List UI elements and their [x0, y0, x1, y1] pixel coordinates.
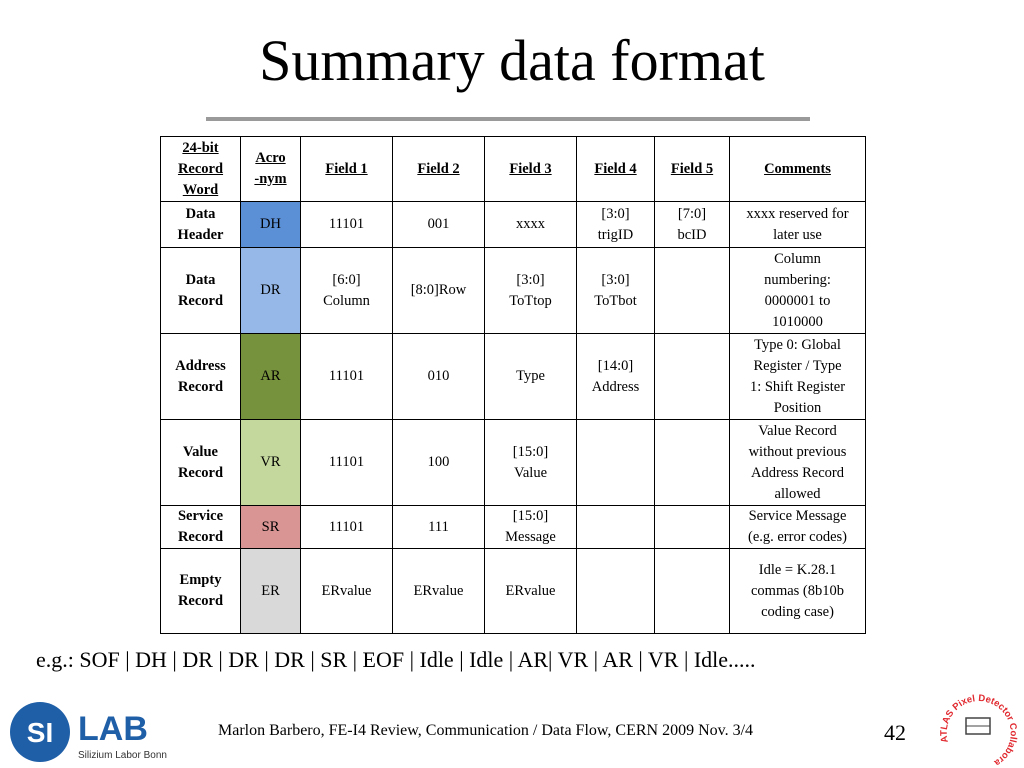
header-field-3: Field 3 — [484, 136, 577, 202]
data-format-table: 24-bit Record Word Acro -nym Field 1 Field … — [160, 136, 866, 634]
field-4-cell — [576, 548, 655, 634]
header-comments: Comments — [729, 136, 866, 202]
example-sequence: e.g.: SOF | DH | DR | DR | DR | SR | EOF… — [36, 647, 756, 672]
field-2-cell: 100 — [392, 419, 485, 506]
acronym-cell: DH — [240, 201, 301, 248]
field-2-cell: 010 — [392, 333, 485, 420]
slide-title: Summary data format — [259, 28, 765, 93]
field-5-cell — [654, 333, 730, 420]
record-name: Service Record — [160, 505, 241, 549]
record-name: Address Record — [160, 333, 241, 420]
field-3-cell: xxxx — [484, 201, 577, 248]
comments-cell: Service Message (e.g. error codes) — [729, 505, 866, 549]
field-1-cell: 11101 — [300, 201, 393, 248]
field-3-cell: Type — [484, 333, 577, 420]
field-2-cell: ERvalue — [392, 548, 485, 634]
footer-citation: Marlon Barbero, FE-I4 Review, Communicat… — [218, 722, 754, 739]
table-row: Data Header DH 11101 001 xxxx [3:0] trigID… — [160, 201, 866, 248]
record-name: Value Record — [160, 419, 241, 506]
comments-cell: Type 0: Global Register / Type 1: Shift Re… — [729, 333, 866, 420]
atlas-pixel-logo: ATLAS Pixel Detector Collaboration — [934, 684, 1019, 768]
field-5-cell — [654, 548, 730, 634]
field-4-cell — [576, 419, 655, 506]
field-4-cell: [3:0] ToTbot — [576, 247, 655, 334]
field-5-cell: [7:0] bcID — [654, 201, 730, 248]
acronym-cell: VR — [240, 419, 301, 506]
field-1-cell: ERvalue — [300, 548, 393, 634]
title-divider — [206, 117, 810, 121]
table-row: Empty Record ER ERvalue ERvalue ERvalue I… — [160, 548, 866, 634]
field-2-cell: 111 — [392, 505, 485, 549]
table-row: Data Record DR [6:0] Column [8:0]Row [3:0]… — [160, 247, 866, 334]
silab-logo-mark: SI — [27, 717, 53, 748]
silab-logo-word: LAB — [78, 710, 148, 748]
header-field-1: Field 1 — [300, 136, 393, 202]
table-header-row: 24-bit Record Word Acro -nym Field 1 Field … — [160, 136, 866, 202]
acronym-cell: SR — [240, 505, 301, 549]
field-5-cell — [654, 505, 730, 549]
record-name: Data Record — [160, 247, 241, 334]
field-1-cell: 11101 — [300, 419, 393, 506]
field-3-cell: [15:0] Value — [484, 419, 577, 506]
comments-cell: Column numbering: 0000001 to 1010000 — [729, 247, 866, 334]
field-3-cell: [15:0] Message — [484, 505, 577, 549]
field-1-cell: 11101 — [300, 505, 393, 549]
field-4-cell — [576, 505, 655, 549]
silab-logo-subtitle: Silizium Labor Bonn — [78, 750, 167, 761]
record-name: Data Header — [160, 201, 241, 248]
header-field-5: Field 5 — [654, 136, 730, 202]
field-4-cell: [3:0] trigID — [576, 201, 655, 248]
field-2-cell: [8:0]Row — [392, 247, 485, 334]
header-field-4: Field 4 — [576, 136, 655, 202]
field-2-cell: 001 — [392, 201, 485, 248]
silab-logo: SI LAB Silizium Labor Bonn — [10, 702, 167, 762]
acronym-cell: ER — [240, 548, 301, 634]
header-field-2: Field 2 — [392, 136, 485, 202]
field-4-cell: [14:0] Address — [576, 333, 655, 420]
field-5-cell — [654, 419, 730, 506]
acronym-cell: DR — [240, 247, 301, 334]
field-3-cell: [3:0] ToTtop — [484, 247, 577, 334]
comments-cell: Idle = K.28.1 commas (8b10b coding case) — [729, 548, 866, 634]
acronym-cell: AR — [240, 333, 301, 420]
header-acronym: Acro -nym — [240, 136, 301, 202]
table-row: Address Record AR 11101 010 Type [14:0] Ad… — [160, 333, 866, 420]
field-1-cell: [6:0] Column — [300, 247, 393, 334]
record-name: Empty Record — [160, 548, 241, 634]
comments-cell: Value Record without previous Address Reco… — [729, 419, 866, 506]
field-5-cell — [654, 247, 730, 334]
silab-logo-circle — [10, 702, 70, 762]
field-1-cell: 11101 — [300, 333, 393, 420]
table-row: Value Record VR 11101 100 [15:0] Value Val… — [160, 419, 866, 506]
table-row: Service Record SR 11101 111 [15:0] Message… — [160, 505, 866, 549]
field-3-cell: ERvalue — [484, 548, 577, 634]
page-number: 42 — [884, 720, 906, 745]
header-record-word: 24-bit Record Word — [160, 136, 241, 202]
comments-cell: xxxx reserved for later use — [729, 201, 866, 248]
